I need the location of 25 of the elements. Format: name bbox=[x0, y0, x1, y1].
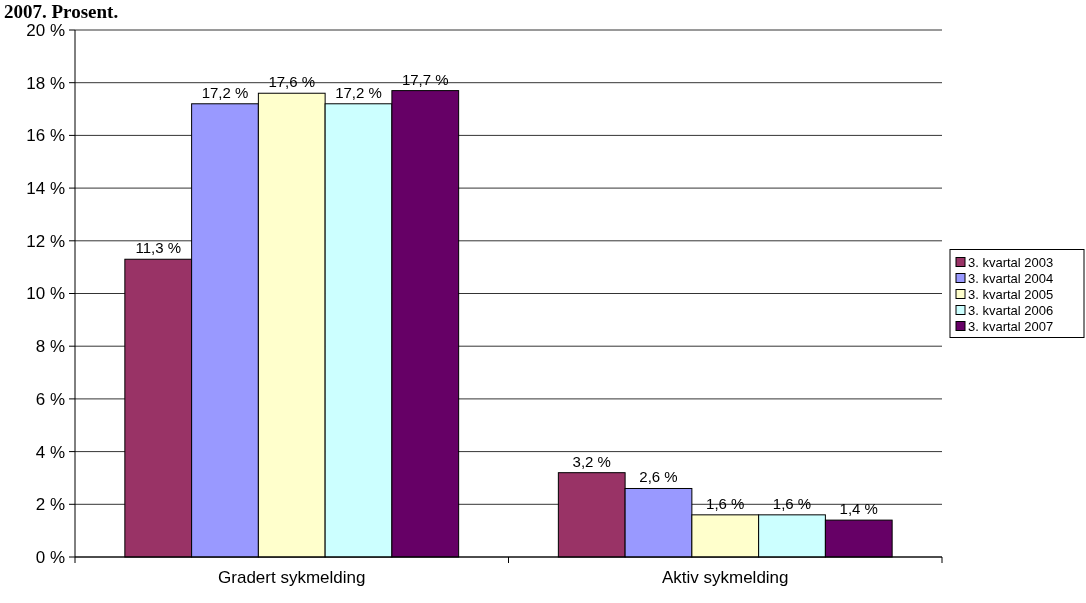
data-label: 17,2 % bbox=[201, 83, 249, 101]
data-label: 2,6 % bbox=[639, 468, 678, 486]
legend-label: 3. kvartal 2007 bbox=[968, 319, 1054, 335]
y-tick-label: 6 % bbox=[35, 389, 65, 409]
data-label: 3,2 % bbox=[572, 452, 611, 470]
x-tick-label: Aktiv sykmelding bbox=[661, 568, 789, 587]
y-tick-label: 20 % bbox=[26, 20, 65, 40]
legend-label: 3. kvartal 2006 bbox=[968, 303, 1054, 319]
y-tick-label: 12 % bbox=[26, 231, 65, 251]
y-tick-label: 2 % bbox=[35, 495, 65, 515]
y-tick-label: 16 % bbox=[26, 126, 65, 146]
x-tick-label: Gradert sykmelding bbox=[218, 568, 366, 587]
data-label: 1,4 % bbox=[839, 500, 878, 518]
y-tick-label: 0 % bbox=[35, 547, 65, 567]
y-tick-label: 14 % bbox=[26, 179, 65, 199]
y-tick-label: 18 % bbox=[26, 73, 65, 93]
y-tick-label: 4 % bbox=[35, 442, 65, 462]
data-label: 17,2 % bbox=[335, 83, 382, 101]
data-label: 11,3 % bbox=[135, 239, 182, 257]
legend-label: 3. kvartal 2005 bbox=[968, 287, 1054, 303]
legend-label: 3. kvartal 2003 bbox=[968, 255, 1054, 271]
y-tick-label: 8 % bbox=[35, 337, 65, 357]
legend-label: 3. kvartal 2004 bbox=[968, 271, 1054, 287]
y-tick-label: 10 % bbox=[26, 284, 65, 304]
chart-title: 2007. Prosent. bbox=[4, 1, 119, 22]
